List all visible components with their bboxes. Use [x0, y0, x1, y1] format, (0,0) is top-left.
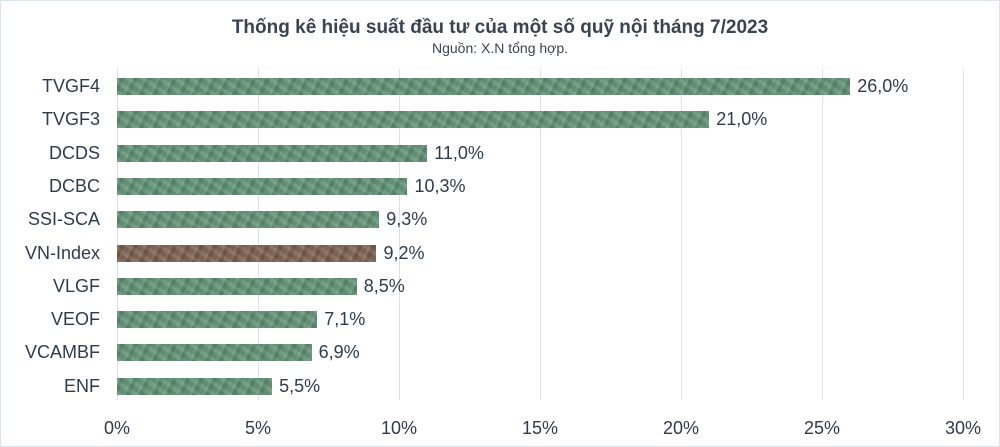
gridline — [258, 69, 259, 400]
value-label: 9,3% — [386, 209, 428, 230]
gridline — [117, 69, 118, 400]
gridline — [963, 69, 964, 400]
x-tick-label: 10% — [380, 418, 418, 438]
category-label: SSI-SCA — [27, 209, 100, 230]
category-label: DCDS — [48, 142, 100, 163]
bar — [117, 344, 312, 362]
chart-subtitle: Nguồn: X.N tổng hợp. — [431, 40, 569, 56]
value-label: 21,0% — [716, 109, 768, 130]
value-label: 6,9% — [318, 342, 360, 363]
value-label: 5,5% — [279, 375, 321, 396]
x-tick-label: 20% — [662, 418, 700, 438]
category-label: VN-Index — [24, 242, 100, 263]
gridline — [399, 69, 400, 400]
category-label: DCBC — [48, 175, 100, 196]
bar — [117, 111, 710, 129]
value-label: 10,3% — [414, 175, 466, 196]
bar — [117, 311, 318, 329]
bar — [117, 277, 357, 295]
value-label: 9,2% — [383, 242, 425, 263]
value-label: 26,0% — [857, 76, 909, 96]
x-tick-label: 0% — [103, 418, 130, 438]
bar — [117, 211, 380, 229]
gridline — [540, 69, 541, 400]
category-label: ENF — [64, 375, 100, 396]
value-label: 7,1% — [324, 309, 366, 330]
x-tick-label: 15% — [521, 418, 559, 438]
category-label: TVGF4 — [41, 76, 100, 96]
category-label: TVGF3 — [41, 109, 100, 130]
bar — [117, 244, 377, 262]
gridline — [822, 69, 823, 400]
category-label: VLGF — [52, 275, 100, 296]
value-label: 11,0% — [434, 142, 484, 163]
category-label: VEOF — [50, 309, 100, 330]
value-label: 8,5% — [363, 275, 405, 296]
category-label: VCAMBF — [24, 342, 100, 363]
bar — [117, 78, 851, 95]
x-tick-label: 30% — [944, 418, 982, 438]
x-tick-label: 25% — [803, 418, 841, 438]
x-tick-label: 5% — [244, 418, 271, 438]
gridline — [681, 69, 682, 400]
bar — [117, 377, 273, 395]
chart-title: Thống kê hiệu suất đầu tư của một số quỹ… — [231, 17, 769, 38]
bar — [117, 144, 428, 162]
bar — [117, 177, 408, 195]
